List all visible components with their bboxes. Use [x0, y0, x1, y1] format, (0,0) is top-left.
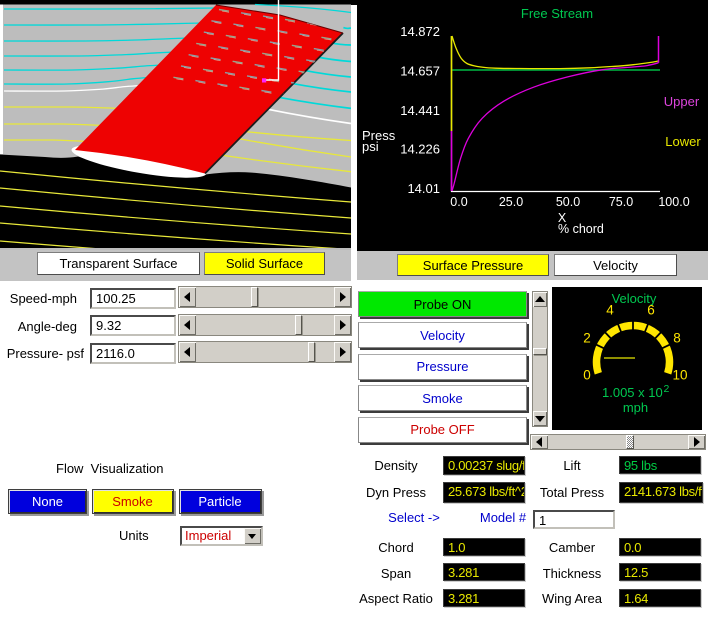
svg-text:psi: psi — [362, 139, 379, 154]
svg-text:1.005 x 10: 1.005 x 10 — [602, 385, 663, 400]
svg-text:75.0: 75.0 — [609, 195, 633, 209]
svg-text:6: 6 — [647, 303, 655, 318]
svg-text:Lower: Lower — [665, 134, 701, 149]
svg-text:0: 0 — [583, 368, 591, 383]
svg-text:X: X — [558, 211, 567, 225]
svg-text:0.0: 0.0 — [450, 195, 467, 209]
svg-text:2: 2 — [664, 383, 670, 395]
svg-text:Upper: Upper — [664, 94, 700, 109]
svg-text:4: 4 — [606, 303, 614, 318]
svg-text:14.226: 14.226 — [400, 142, 440, 157]
svg-text:2: 2 — [583, 331, 591, 346]
svg-text:14.01: 14.01 — [407, 181, 440, 196]
svg-text:Free Stream: Free Stream — [521, 6, 593, 21]
svg-text:10: 10 — [672, 368, 687, 383]
svg-text:% chord: % chord — [558, 222, 604, 236]
svg-text:mph: mph — [623, 400, 648, 415]
svg-text:14.657: 14.657 — [400, 64, 440, 79]
svg-text:14.872: 14.872 — [400, 24, 440, 39]
svg-text:Velocity: Velocity — [612, 291, 657, 306]
svg-text:14.441: 14.441 — [400, 103, 440, 118]
svg-text:Press: Press — [362, 128, 396, 143]
svg-text:25.0: 25.0 — [499, 195, 523, 209]
svg-text:8: 8 — [673, 331, 681, 346]
svg-text:100.0: 100.0 — [658, 195, 689, 209]
svg-text:50.0: 50.0 — [556, 195, 580, 209]
